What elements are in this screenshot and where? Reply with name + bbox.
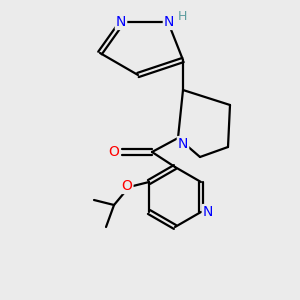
Text: O: O [109, 145, 119, 159]
Text: H: H [177, 11, 187, 23]
Text: O: O [122, 179, 133, 193]
Text: N: N [116, 15, 126, 29]
Text: N: N [203, 205, 213, 219]
Text: N: N [178, 137, 188, 151]
Text: N: N [164, 15, 174, 29]
